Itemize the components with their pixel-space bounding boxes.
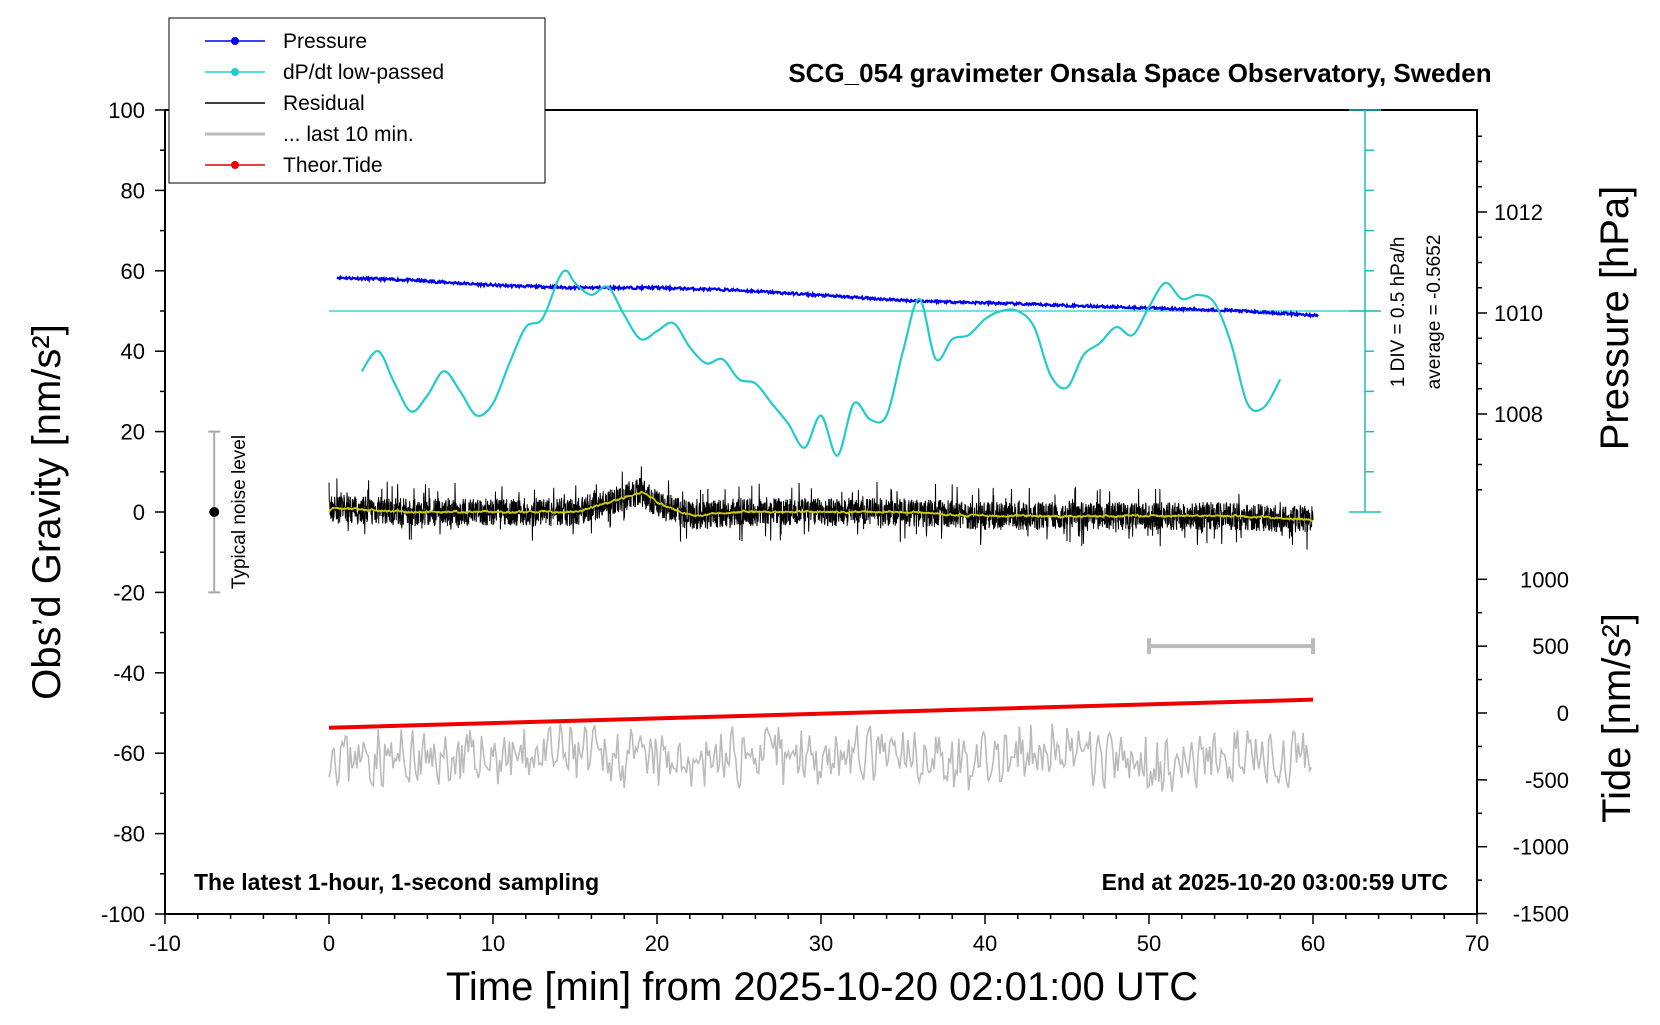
tide-tick-label: -1500: [1513, 902, 1569, 927]
legend-label: dP/dt low-passed: [283, 61, 444, 84]
y-axis-right-tide: 1000 500 0 -500 -1000 -1500: [1477, 567, 1569, 927]
tide-tick-label: -500: [1525, 768, 1569, 793]
legend-label: Theor.Tide: [283, 154, 383, 177]
plot-area: [328, 269, 1377, 792]
noise-level-indicator: [208, 430, 221, 594]
theor-tide-line: [328, 697, 1314, 730]
tide-tick-label: 500: [1532, 634, 1569, 659]
x-tick-label: 70: [1465, 931, 1489, 956]
noise-level-label: Typical noise level: [229, 435, 250, 589]
pressure-tick-label: 1012: [1494, 200, 1543, 225]
y-tick-label: -40: [113, 661, 145, 686]
dpdt-scale-bar: [1349, 109, 1381, 513]
pressure-line: [336, 274, 1319, 319]
last-10-min-line: [328, 723, 1313, 792]
residual-line: [328, 466, 1314, 550]
note-right: End at 2025-10-20 03:00:59 UTC: [1102, 869, 1448, 895]
x-axis-label: Time [min] from 2025-10-20 02:01:00 UTC: [446, 965, 1198, 1009]
legend-box: [168, 17, 546, 184]
tide-tick-label: 0: [1557, 701, 1569, 726]
x-axis: -10 0 10 20 30 40 50 60 70: [149, 914, 1489, 956]
y-tick-label: 40: [121, 339, 145, 364]
pressure-tick-label: 1008: [1494, 402, 1543, 427]
y-tick-label: -20: [113, 580, 145, 605]
legend-marker: [231, 37, 239, 45]
legend-label: ... last 10 min.: [283, 123, 414, 146]
x-tick-label: 50: [1137, 931, 1161, 956]
legend-marker: [231, 161, 239, 169]
legend: Pressure dP/dt low-passed Residual ... last…: [168, 17, 546, 184]
y-tick-label: -100: [101, 902, 145, 927]
legend-label: Pressure: [283, 30, 367, 53]
x-tick-label: -10: [149, 931, 181, 956]
dpdt-scale-label: 1 DIV = 0.5 hPa/h: [1388, 237, 1409, 388]
x-tick-label: 0: [323, 931, 335, 956]
y-axis-left: 100 80 60 40 20 0 -20 -40 -60 -80 -100: [101, 98, 165, 927]
x-tick-label: 30: [809, 931, 833, 956]
y-axis-right-pressure: 1012 1010 1008: [1477, 135, 1543, 491]
chart-title: SCG_054 gravimeter Onsala Space Observat…: [788, 58, 1491, 88]
y-tick-label: 100: [108, 98, 145, 123]
note-left: The latest 1-hour, 1-second sampling: [194, 869, 599, 895]
y-axis-left-label: Obs’d Gravity [nm/s²]: [25, 324, 69, 700]
y-tick-label: 20: [121, 420, 145, 445]
y-tick-label: 0: [133, 500, 145, 525]
tide-tick-label: 1000: [1520, 567, 1569, 592]
x-tick-label: 60: [1301, 931, 1325, 956]
y-axis-right-pressure-label: Pressure [hPa]: [1593, 186, 1637, 451]
y-tick-label: 60: [121, 259, 145, 284]
dpdt-curve: [360, 269, 1282, 457]
pressure-tick-label: 1010: [1494, 301, 1543, 326]
x-tick-label: 20: [645, 931, 669, 956]
tide-tick-label: -1000: [1513, 835, 1569, 860]
y-tick-label: -80: [113, 822, 145, 847]
dpdt-average-label: average = -0.5652: [1424, 235, 1445, 390]
x-tick-label: 10: [481, 931, 505, 956]
y-axis-right-tide-label: Tide [nm/s²]: [1595, 613, 1639, 823]
last-10-min-bar: [1147, 638, 1315, 655]
x-tick-label: 40: [973, 931, 997, 956]
legend-label: Residual: [283, 92, 365, 115]
noise-center-dot: [209, 507, 220, 517]
y-tick-label: 80: [121, 178, 145, 203]
y-tick-label: -60: [113, 741, 145, 766]
residual-smoothed-line: [328, 490, 1314, 523]
legend-marker: [231, 68, 239, 76]
